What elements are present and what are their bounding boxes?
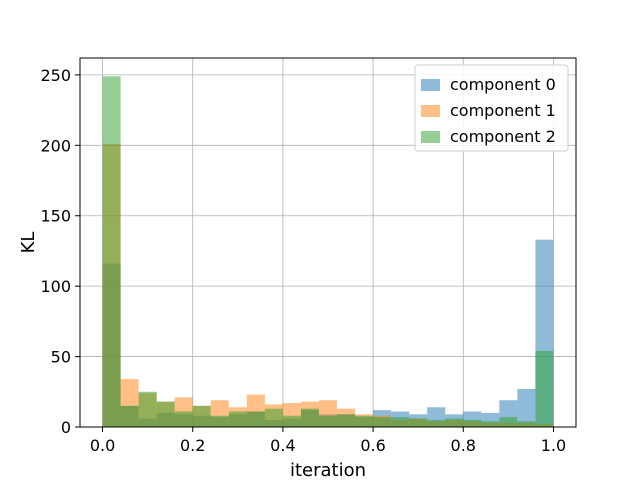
legend-box (414, 64, 569, 152)
x-tick-label: 0.2 (180, 436, 205, 455)
bar-series-0-bin-23 (517, 388, 536, 427)
y-tick-label: 0 (61, 418, 71, 437)
bar-series-2-bin-10 (282, 415, 301, 427)
legend-label: component 1 (450, 101, 556, 120)
bar-series-2-bin-0 (102, 76, 121, 428)
legend-swatch (421, 79, 440, 91)
legend-label: component 0 (450, 75, 556, 94)
bar-series-2-bin-18 (427, 419, 446, 427)
y-tick-label: 150 (40, 207, 71, 226)
bar-series-2-bin-9 (264, 408, 283, 427)
x-tick-label: 0.8 (451, 436, 476, 455)
bar-series-2-bin-13 (337, 414, 356, 427)
bar-series-2-bin-24 (535, 350, 554, 427)
bar-series-2-bin-20 (463, 419, 482, 427)
y-tick-label: 50 (51, 348, 71, 367)
legend-label: component 2 (450, 127, 556, 146)
y-tick-label: 200 (40, 136, 71, 155)
bar-series-2-bin-8 (246, 411, 265, 427)
bar-series-2-bin-19 (445, 418, 464, 427)
bar-series-2-bin-6 (210, 415, 229, 427)
x-tick-label: 0.6 (360, 436, 385, 455)
x-tick-label: 0.0 (90, 436, 115, 455)
bars (102, 76, 554, 428)
bar-series-2-bin-7 (228, 411, 247, 427)
bar-series-2-bin-1 (120, 405, 139, 427)
y-axis-label: KL (18, 232, 39, 254)
x-tick-label: 0.4 (270, 436, 295, 455)
bar-series-2-bin-22 (499, 417, 518, 427)
bar-series-2-bin-12 (318, 415, 338, 427)
y-tick-label: 250 (40, 66, 71, 85)
bar-series-2-bin-2 (138, 391, 157, 427)
bar-series-2-bin-4 (174, 411, 193, 427)
bar-series-2-bin-16 (391, 417, 410, 427)
legend: component 0 component 1 component 2 (414, 64, 569, 152)
legend-swatch (421, 105, 440, 117)
y-tick-label: 100 (40, 277, 71, 296)
bar-series-2-bin-21 (481, 421, 500, 427)
bar-series-2-bin-23 (517, 421, 536, 427)
x-tick-label: 1.0 (541, 436, 566, 455)
bar-series-2-bin-5 (192, 405, 211, 427)
bar-series-2-bin-15 (373, 417, 392, 427)
bar-series-2-bin-11 (300, 408, 319, 427)
legend-swatch (421, 131, 440, 143)
plot-frame (79, 57, 577, 428)
bar-series-2-bin-17 (409, 418, 428, 427)
bar-series-2-bin-14 (355, 415, 374, 427)
bar-series-2-bin-3 (156, 401, 175, 427)
x-axis-label: iteration (290, 460, 366, 480)
ticks: 0.0 0.2 0.4 0.6 0.8 1.0 0 50 100 150 200 250 (40, 66, 566, 455)
